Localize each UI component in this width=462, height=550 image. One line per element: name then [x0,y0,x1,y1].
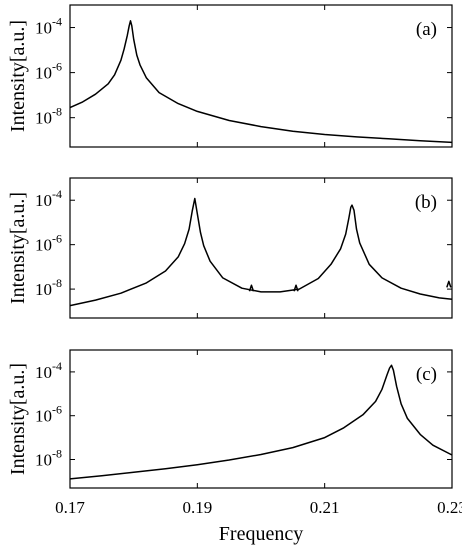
plot-frame [69,177,453,319]
y-axis-label: Intensity[a.u.] [7,363,29,475]
y-tick-label: 10-8 [35,447,62,470]
x-tick-label: 0.21 [310,498,340,517]
y-tick-label: 10-4 [35,187,62,210]
plot-frame [69,4,453,148]
spike-mark [293,284,299,292]
spike-mark [446,280,452,288]
y-tick-label: 10-8 [35,105,62,128]
spike-mark [248,284,255,292]
y-tick-label: 10-8 [35,276,62,299]
series-line [69,20,453,144]
y-tick-label: 10-6 [35,232,62,255]
chart-panel-3: 10-4 10-6 10-8 (c) Intensity[a.u.] 0.17 0.19 0.… [7,349,462,545]
y-tick-label: 10-4 [35,359,62,382]
y-tick-label: 10-6 [35,60,62,83]
x-axis-label: Frequency [219,523,303,545]
y-tick-label: 10-4 [35,15,62,38]
x-tick-label: 0.23 [437,498,462,517]
series-line [69,364,453,480]
panel-label: (b) [415,192,437,213]
y-axis-label: Intensity[a.u.] [7,192,29,304]
x-tick-label: 0.17 [55,498,85,517]
chart-panel-1: 10-4 10-6 10-8 (a) Intensity[a.u.] [7,4,453,148]
chart-panel-2: 10-4 10-6 10-8 (b) Intensity[a.u.] [7,177,453,319]
panel-label: (a) [416,19,437,40]
y-axis-label: Intensity[a.u.] [7,20,29,132]
x-tick-label: 0.19 [182,498,212,517]
panel-label: (c) [416,364,437,385]
series-line [69,197,453,307]
plot-frame [69,349,453,489]
y-tick-label: 10-6 [35,403,62,426]
